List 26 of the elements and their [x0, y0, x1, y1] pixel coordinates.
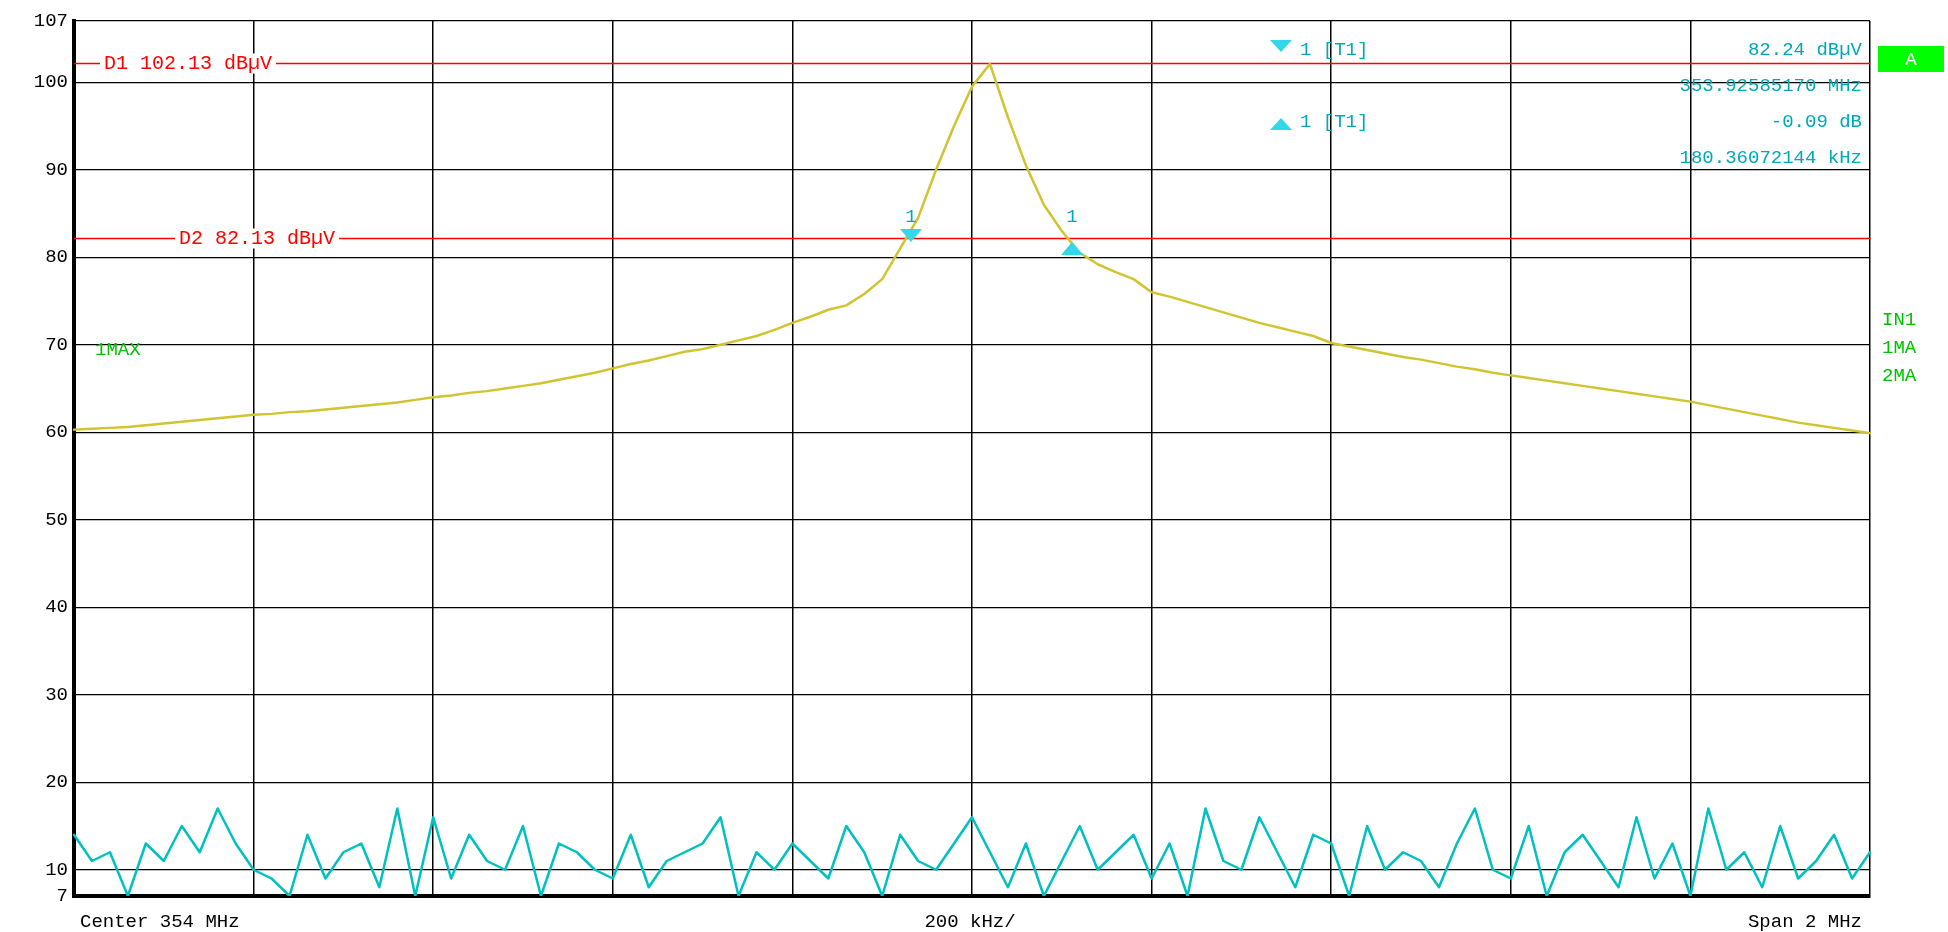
- text: Center 354 MHz: [80, 911, 240, 932]
- y-tick-label: 60: [45, 421, 68, 444]
- y-tick-label: 20: [45, 771, 68, 794]
- ref-line-label: D1 102.13 dBµV: [104, 51, 273, 75]
- y-tick-label: 50: [45, 508, 68, 531]
- annotation: 82.24 dBµV: [1747, 39, 1863, 62]
- text: 2MA: [1882, 365, 1917, 388]
- y-tick-label: 107: [33, 10, 68, 33]
- annotation: -0.09 dB: [1770, 111, 1862, 134]
- y-tick-label: 7: [56, 885, 68, 908]
- text: 1MA: [1882, 337, 1917, 360]
- ref-line-label: D2 82.13 dBµV: [179, 226, 336, 250]
- y-tick-label: 90: [45, 158, 68, 181]
- annotation: 1: [1066, 206, 1078, 229]
- text: IN1: [1882, 309, 1917, 332]
- y-tick-label: 100: [33, 71, 68, 94]
- annotation: 1MAX: [95, 339, 142, 362]
- text: A: [1905, 49, 1918, 72]
- y-tick-label: 70: [45, 333, 68, 356]
- text: 200 kHz/: [924, 911, 1016, 932]
- y-tick-label: 40: [45, 596, 68, 619]
- y-tick-label: 30: [45, 683, 68, 706]
- annotation: 1: [905, 206, 917, 229]
- y-tick-label: 80: [45, 246, 68, 269]
- text: Span 2 MHz: [1747, 911, 1862, 932]
- y-tick-label: 10: [45, 858, 68, 881]
